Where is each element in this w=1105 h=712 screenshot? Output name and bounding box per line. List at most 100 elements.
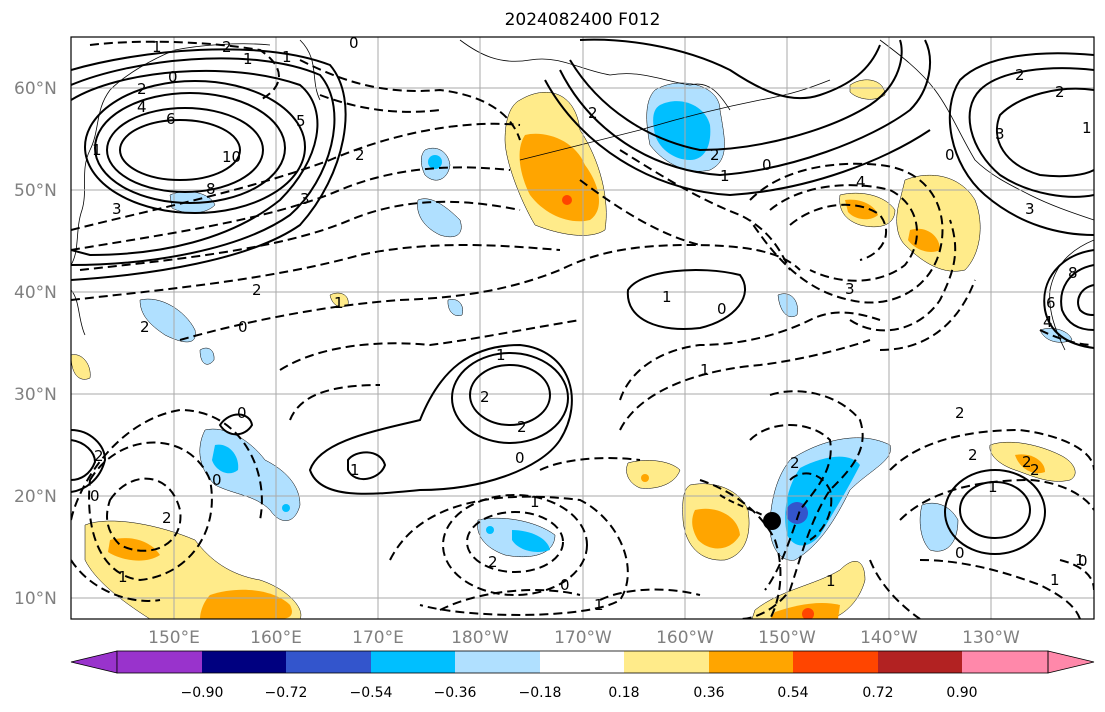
solid-contours [71,38,1094,555]
contour-label: 1 [92,141,102,159]
contour-label: 1 [662,288,672,306]
contour-label: 0 [515,449,525,467]
contour-label: 2 [137,80,147,98]
contour-label: 2 [968,446,978,464]
shade-negative-w-tropic-core2 [282,504,290,512]
contour-label: 1 [1082,119,1092,137]
colorbar-tick-label: 0.54 [777,685,808,701]
contour-label: 1 [243,50,253,68]
contour-label: 1 [700,361,710,379]
colorbar-bin [709,651,794,673]
latitude-labels: 60°N 50°N 40°N 30°N 20°N 10°N [14,79,57,609]
contour-label: 1 [826,572,836,590]
shade-negative-storm-core [785,456,860,546]
shade-positive-hawaii-small-core [641,474,649,482]
shade-negative-w-tropic-core [212,444,239,474]
lon-label: 140°W [860,628,918,648]
colorbar-bin [624,651,709,673]
contour-label: 2 [222,38,232,56]
contour-label: 8 [1068,264,1078,282]
shaded-regions [71,79,1076,619]
contour-label: 1 [720,167,730,185]
shade-positive-east-core [1015,454,1045,474]
colorbar-tick-label: −0.36 [434,685,477,701]
contour-label: 1 [334,294,344,312]
contour-label: 2 [162,509,172,527]
contour-label: 2 [588,104,598,122]
contour-label: 6 [1046,294,1056,312]
shade-negative-s-central-core [512,530,550,552]
contour-label-layer: 1 2 0 1 2 1 0 4 6 10 8 3 5 2 3 2 1 2 0 2… [90,34,1092,614]
contour-label: 8 [206,180,216,198]
shade-positive-ne-pacific-core2 [908,228,940,252]
contour-label: 2 [252,281,262,299]
colorbar-overflow-triangle [1047,650,1095,674]
contour-label: 2 [94,447,104,465]
contour-label: 2 [488,553,498,571]
contour-label: 0 [560,576,570,594]
contour-label: 1 [594,596,604,614]
contour-label: 10 [222,148,241,166]
contour-label: 2 [517,418,527,436]
contour-label: 2 [1022,453,1032,471]
contour-label: 1 [282,48,292,66]
contour-label: 2 [955,404,965,422]
lon-label: 160°W [656,628,714,648]
colorbar-bin [286,651,371,673]
lon-label: 170°E [352,628,404,648]
colorbar-tick-label: 0.36 [693,685,724,701]
contour-label: 4 [137,98,147,116]
shade-negative-small-6 [777,293,798,318]
lat-label: 30°N [14,385,57,405]
map-border [70,36,1095,620]
contour-label: 3 [1025,200,1035,218]
lon-label: 170°W [554,628,612,648]
colorbar-tick-label: 0.18 [608,685,639,701]
colorbar-underflow-triangle [70,650,118,674]
colorbar-tick-label: −0.18 [519,685,562,701]
contour-label: 3 [300,190,310,208]
contour-label: 5 [296,112,306,130]
shade-positive-north-central-peak [562,195,572,205]
contour-label: 0 [238,318,248,336]
contour-label: 0 [955,544,965,562]
shade-negative-small-5 [447,299,463,316]
longitude-labels: 150°E 160°E 170°E 180°W 170°W 160°W 150°… [148,628,1020,648]
lat-label: 60°N [14,79,57,99]
shade-positive-se-peak [802,608,814,619]
shade-negative-alaska-core [653,101,711,160]
colorbar-tick-label: −0.54 [350,685,393,701]
colorbar-bin [962,651,1048,673]
lon-label: 180°W [451,628,509,648]
shade-positive-north-central-core [519,133,600,222]
colorbar-bin [793,651,878,673]
contour-label: 0 [212,471,222,489]
shade-positive-hawaii-core [692,508,740,549]
lat-label: 10°N [14,589,57,609]
colorbar-tick-labels: −0.90 −0.72 −0.54 −0.36 −0.18 0.18 0.36 … [181,685,978,701]
shade-positive-sw-core [108,538,160,561]
shade-negative-small-3 [139,298,196,343]
contour-label: 2 [710,146,720,164]
contour-label: 6 [166,110,176,128]
shade-negative-s-central-core2 [486,526,494,534]
colorbar-outline [116,650,1049,674]
contour-label: 1 [350,461,360,479]
contour-label: 2 [1015,66,1025,84]
contour-label: 1 [530,493,540,511]
colorbar-bin [117,651,202,673]
contour-label: 2 [140,318,150,336]
colorbar-bin [371,651,456,673]
colorbar-bin [878,651,963,673]
storm-center-marker [763,512,781,530]
colorbar-bin [455,651,540,673]
lat-label: 20°N [14,487,57,507]
contour-label: 1 [496,346,506,364]
lon-label: 160°E [250,628,302,648]
shade-negative-east [919,502,959,552]
contour-label: 2 [1055,83,1065,101]
shade-positive-small-2 [71,354,91,380]
shade-negative-small-1-core [428,155,442,169]
contour-label: 0 [90,487,100,505]
